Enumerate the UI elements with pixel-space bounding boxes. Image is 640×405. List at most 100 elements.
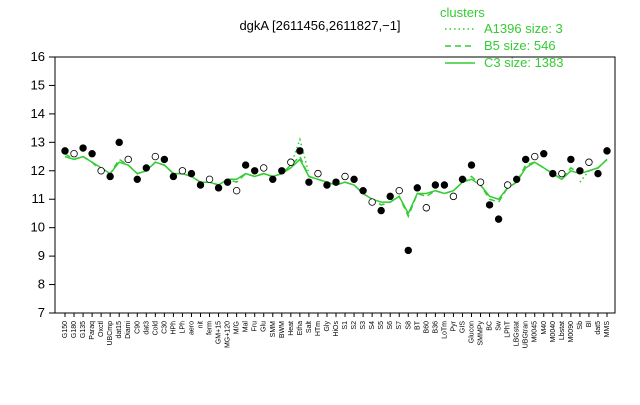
- data-point: [395, 186, 403, 195]
- data-point: [178, 167, 187, 175]
- x-tick-label: LoTm: [441, 321, 448, 339]
- data-point: [512, 175, 521, 184]
- x-tick-label: UBCmp: [107, 321, 114, 346]
- x-tick-label: G135: [80, 321, 87, 338]
- data-point: [549, 169, 557, 178]
- data-point: [567, 155, 575, 164]
- x-tick-label: Etha: [297, 321, 304, 336]
- data-point: [314, 169, 322, 178]
- chart-title: dgkA [2611456,2611827,−1]: [239, 18, 400, 33]
- x-tick-label: S6: [387, 321, 394, 330]
- y-tick-label: 14: [31, 106, 45, 121]
- x-tick-label: HTm: [315, 321, 322, 336]
- x-tick-label: GIS: [459, 321, 466, 333]
- data-point: [196, 181, 205, 189]
- data-point: [431, 181, 440, 189]
- data-point: [287, 158, 295, 166]
- x-tick-label: Oxctl: [98, 321, 105, 337]
- x-tick-label: M/G: [234, 321, 241, 334]
- x-tick-label: LPh: [179, 321, 186, 334]
- legend-label: A1396 size: 3: [484, 21, 563, 36]
- y-tick-label: 8: [38, 277, 45, 292]
- y-tick-label: 10: [31, 220, 45, 235]
- data-point: [350, 175, 358, 184]
- data-point: [531, 152, 539, 161]
- x-tick-label: Mal: [243, 321, 250, 333]
- data-point: [485, 201, 494, 209]
- y-tick-label: 11: [32, 191, 46, 206]
- x-tick-label: Pyr: [450, 320, 457, 331]
- x-tick-label: SMM: [270, 321, 277, 338]
- data-point: [585, 158, 593, 166]
- x-tick-label: UBGtran: [523, 321, 530, 348]
- data-point: [449, 192, 458, 201]
- x-tick-label: C30: [161, 321, 168, 334]
- data-point: [106, 172, 114, 181]
- data-point: [594, 169, 602, 178]
- data-point: [603, 147, 611, 155]
- series-line: [290, 136, 310, 174]
- x-tick-label: S4: [369, 321, 376, 330]
- data-point: [296, 147, 304, 155]
- data-point: [323, 181, 331, 189]
- data-point: [187, 169, 196, 178]
- data-point: [250, 167, 259, 175]
- x-tick-label: SMMPy: [478, 321, 485, 346]
- x-tick-label: M0040: [550, 321, 557, 343]
- data-point: [422, 204, 431, 212]
- x-tick-label: Salt: [306, 321, 313, 333]
- data-point: [169, 172, 178, 181]
- plot-frame: [54, 56, 616, 314]
- x-tick-label: S8: [405, 321, 412, 330]
- data-point: [232, 186, 241, 195]
- x-tick-label: BWM: [279, 321, 286, 338]
- data-point: [440, 181, 449, 189]
- x-tick-label: Gly: [324, 321, 331, 332]
- data-point: [494, 215, 503, 223]
- x-tick-label: BC: [487, 321, 494, 331]
- x-tick-label: HiOs: [333, 321, 340, 337]
- x-tick-label: Glu: [261, 321, 268, 332]
- x-tick-label: G150: [62, 321, 69, 338]
- x-tick-label: B36: [432, 321, 439, 334]
- data-point: [305, 178, 313, 186]
- data-point: [260, 164, 268, 172]
- x-tick-label: LBGstat: [514, 321, 521, 346]
- x-tick-label: G180: [71, 321, 78, 338]
- data-point: [413, 184, 421, 192]
- x-tick-label: M0090: [568, 321, 575, 343]
- data-point: [115, 138, 123, 147]
- x-tick-label: GM+15: [216, 321, 223, 344]
- x-tick-label: S2: [351, 321, 358, 330]
- data-point: [359, 186, 367, 195]
- data-point: [467, 161, 476, 169]
- data-point: [205, 175, 214, 184]
- data-point: [142, 164, 150, 172]
- legend-label: B5 size: 546: [484, 38, 556, 53]
- x-tick-label: C90: [134, 321, 141, 334]
- x-tick-label: Heat: [288, 321, 295, 336]
- y-tick-label: 7: [38, 305, 45, 320]
- data-point: [61, 147, 69, 155]
- data-point: [458, 175, 467, 184]
- data-point: [404, 246, 412, 255]
- x-tick-label: dat3: [143, 321, 150, 335]
- data-point: [332, 178, 340, 186]
- legend-title: clusters: [440, 5, 485, 20]
- x-tick-label: Glucon: [469, 321, 476, 343]
- x-tick-label: Bl: [586, 321, 593, 328]
- x-tick-label: M40: [541, 321, 548, 335]
- data-point: [269, 175, 277, 184]
- x-tick-label: B60: [423, 321, 430, 334]
- x-tick-label: S5: [378, 321, 385, 330]
- x-tick-label: Fru: [252, 321, 259, 332]
- data-point: [160, 155, 169, 164]
- x-tick-label: nit: [198, 321, 205, 328]
- y-tick-label: 9: [38, 248, 45, 263]
- data-point: [241, 161, 250, 169]
- x-tick-label: S7: [396, 321, 403, 330]
- data-point: [151, 152, 160, 161]
- x-tick-label: Lbstat: [559, 321, 566, 340]
- x-tick-label: Sb: [577, 321, 584, 330]
